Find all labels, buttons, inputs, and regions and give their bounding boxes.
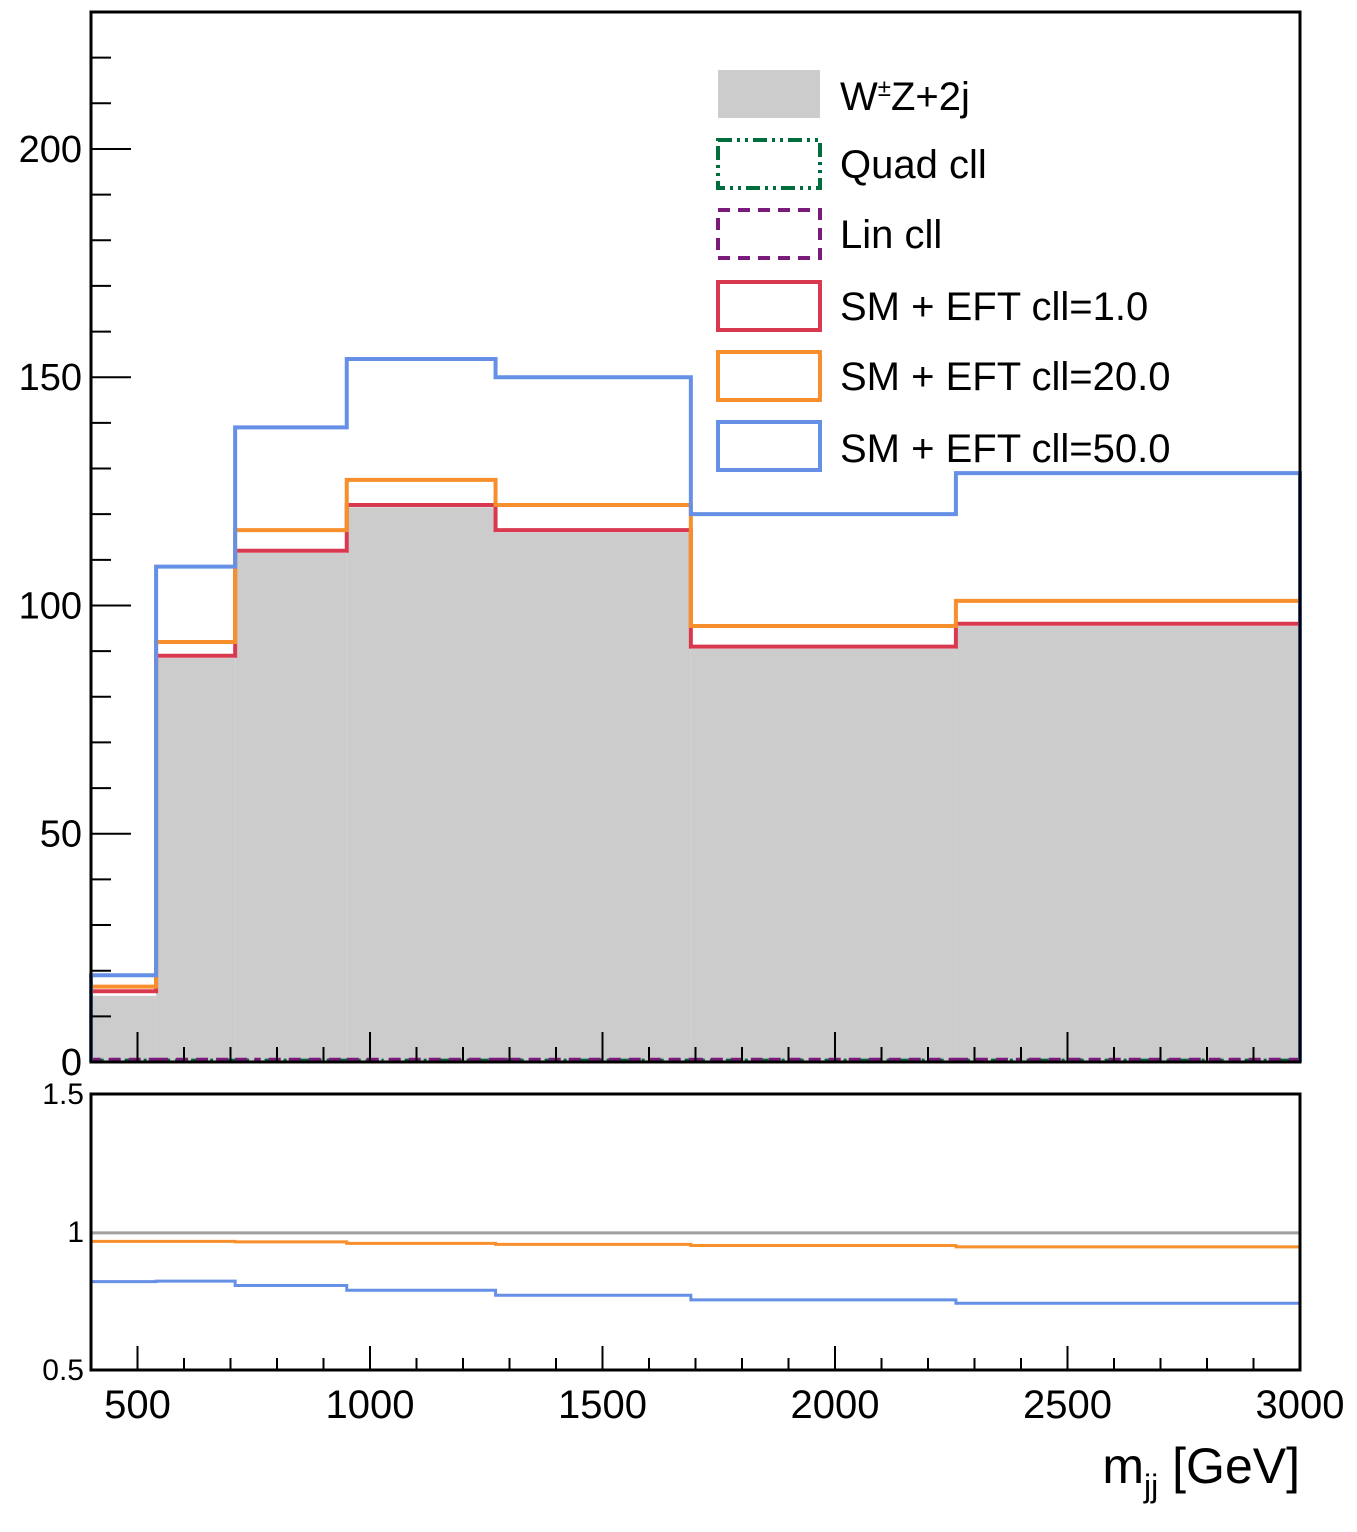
legend-swatch-cll-1 — [716, 280, 822, 332]
bar-wz2j-bin-2 — [235, 552, 347, 1062]
ratio-y-tick-label: 1.5 — [42, 1078, 84, 1111]
legend-swatch-lin-cll — [716, 208, 822, 260]
ratio-sm-eft-cll-1-0-line — [89, 1231, 1302, 1370]
x-tick-label: 500 — [104, 1383, 171, 1427]
y-tick-label: 100 — [19, 585, 82, 627]
series-sm-eft-cll-50-0-line — [89, 356, 1302, 1062]
bar-wz2j-bin-6 — [955, 626, 1300, 1062]
legend-swatch-cll-50 — [716, 420, 822, 472]
main-panel-fill-layer — [91, 507, 1300, 1063]
ratio-panel-ticks-layer: 500 1000 1500 2000 2500 3000 0.5 1 1.5 — [42, 1078, 1344, 1427]
y-tick-label: 150 — [19, 357, 82, 399]
main-panel-ticks-layer: 0 50 100 150 200 — [19, 56, 1301, 1084]
legend-label-quad-cll: Quad cll — [840, 143, 987, 187]
legend-label-cll-20: SM + EFT cll=20.0 — [840, 355, 1171, 399]
x-tick-label: 1500 — [558, 1383, 647, 1427]
ratio-panel-frame — [89, 1092, 1302, 1372]
ratio-panel-lines-layer — [89, 1231, 1302, 1370]
legend-label-cll-50: SM + EFT cll=50.0 — [840, 427, 1171, 471]
x-tick-label: 2500 — [1023, 1383, 1112, 1427]
y-tick-label: 50 — [40, 814, 82, 856]
bar-wz2j-bin-0 — [91, 995, 157, 1062]
legend-label-cll-1: SM + EFT cll=1.0 — [840, 285, 1148, 329]
ratio-sm-eft-cll-20-0-line — [89, 1239, 1302, 1370]
ratio-y-tick-label: 0.5 — [42, 1354, 84, 1387]
bar-wz2j-bin-4 — [495, 532, 691, 1062]
legend-swatch-cll-20 — [716, 350, 822, 402]
x-tick-label: 2000 — [791, 1383, 880, 1427]
x-tick-label: 1000 — [326, 1383, 415, 1427]
ratio-y-tick-label: 1 — [67, 1216, 84, 1249]
legend-label-wz2j: W±Z+2j — [840, 75, 970, 119]
bar-wz2j-bin-5 — [690, 648, 956, 1062]
legend: W±Z+2j Quad cll Lin cll SM + EFT cll=1.0… — [716, 70, 1171, 472]
y-tick-label: 0 — [61, 1042, 82, 1084]
legend-label-lin-cll: Lin cll — [840, 213, 942, 257]
x-axis-title: mjj [GeV] — [1102, 1438, 1300, 1504]
bar-wz2j-bin-3 — [346, 507, 496, 1063]
main-panel-frame — [89, 10, 1302, 1064]
x-tick-label: 3000 — [1256, 1383, 1345, 1427]
bar-wz2j-bin-1 — [156, 657, 236, 1062]
legend-swatch-quad-cll — [716, 138, 822, 190]
y-tick-label: 200 — [19, 129, 82, 171]
ratio-sm-eft-cll-50-0-line — [89, 1279, 1302, 1370]
main-panel-lines-layer — [89, 356, 1302, 1063]
legend-swatch-wz2j — [718, 70, 820, 118]
